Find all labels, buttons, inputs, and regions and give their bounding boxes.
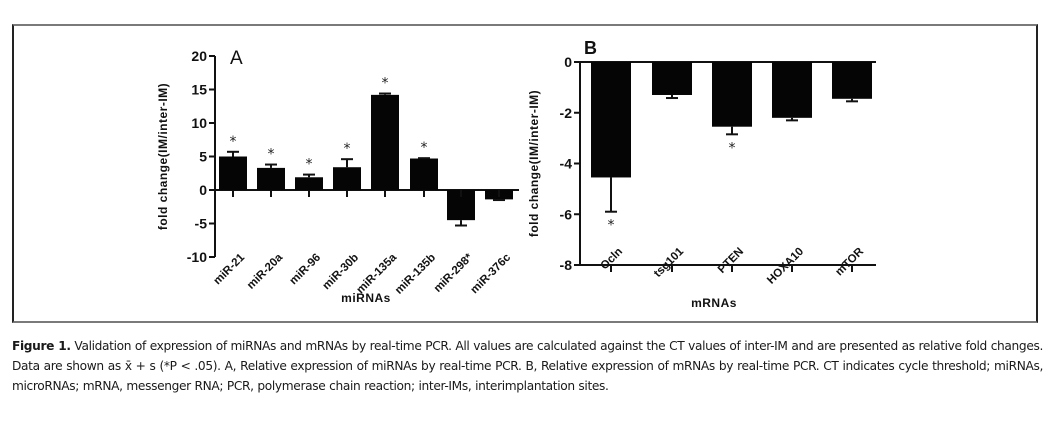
y-tick-label: 5 [199, 149, 207, 165]
significance-star: * [729, 140, 736, 156]
caption-label: Figure 1. [12, 339, 71, 353]
significance-star: * [344, 141, 351, 157]
x-tick-label: tsg101 [652, 245, 687, 280]
bar-mir20a [257, 167, 285, 190]
y-axis-title: fold change(IM/inter-IM) [527, 90, 541, 237]
panel-label: A [230, 48, 243, 69]
x-tick-label: mTOR [833, 245, 866, 278]
y-tick-label: -4 [560, 156, 573, 172]
y-tick-label: -2 [560, 105, 573, 121]
bar-pten [712, 62, 752, 127]
y-tick-label: -8 [560, 257, 573, 273]
y-tick-label: 20 [191, 48, 207, 64]
bar-mir21 [219, 156, 247, 190]
x-axis-title: miRNAs [341, 291, 391, 305]
y-tick-label: 0 [199, 182, 207, 198]
significance-star: * [230, 134, 237, 150]
bar-mtor [832, 62, 872, 99]
significance-star: * [608, 218, 615, 234]
chart-a: -10-505101520*miR-21*miR-20a*miR-96*miR-… [156, 48, 519, 305]
caption-text: Validation of expression of miRNAs and m… [12, 339, 1043, 393]
y-tick-label: 15 [191, 82, 207, 98]
y-tick-label: -10 [187, 249, 207, 265]
bar-mir96 [295, 177, 323, 190]
bar-hoxa10 [772, 62, 812, 118]
figure-caption: Figure 1. Validation of expression of mi… [12, 336, 1043, 396]
y-tick-label: -6 [560, 206, 573, 222]
y-axis-title: fold change(IM/inter-IM) [156, 83, 170, 230]
y-tick-label: 10 [191, 115, 207, 131]
significance-star: * [382, 76, 389, 92]
significance-star: * [268, 147, 275, 163]
panel-label: B [584, 38, 597, 58]
significance-star: * [421, 140, 428, 156]
chart-b: -8-6-4-20*Ocln tsg101*PTEN HOXA10 mTORfold … [527, 38, 876, 310]
bar-ocln [591, 62, 631, 178]
x-tick-label: HOXA10 [765, 246, 806, 287]
y-tick-label: 0 [564, 54, 572, 70]
x-axis-title: mRNAs [691, 296, 737, 310]
bar-mir135a [371, 94, 399, 190]
y-tick-label: -5 [195, 216, 208, 232]
bar-mir30b [333, 167, 361, 190]
significance-star: * [306, 157, 313, 173]
bar-mir135b [410, 158, 438, 190]
bar-tsg101 [652, 62, 692, 95]
